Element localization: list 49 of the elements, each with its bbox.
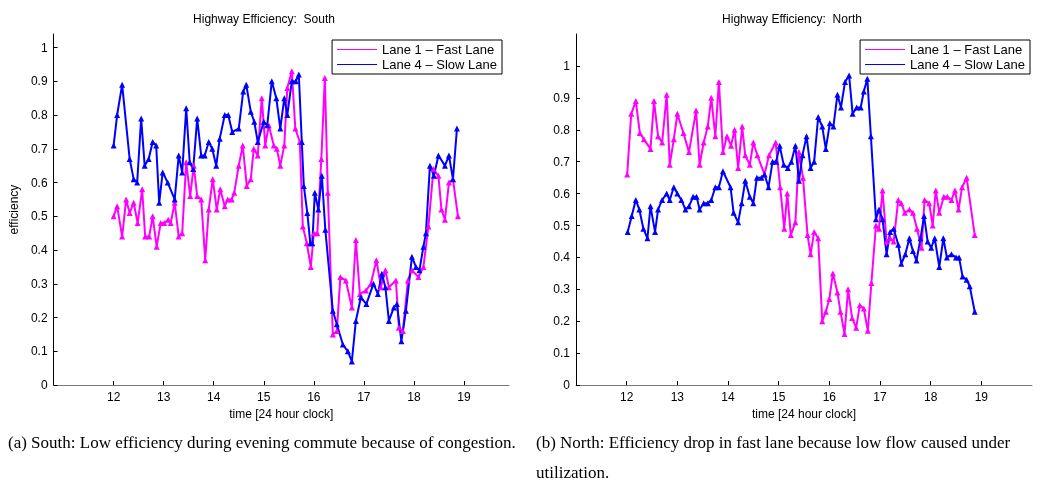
x-tick-label: 19 (457, 390, 471, 405)
x-tick-label: 15 (771, 390, 786, 405)
y-tick-label: 0.9 (553, 90, 571, 105)
y-tick-label: 1 (40, 40, 48, 55)
x-tick-label: 19 (974, 390, 989, 405)
y-tick-label: 0.2 (553, 314, 571, 329)
y-tick-label: 0.8 (553, 122, 571, 137)
y-tick-label: 0 (563, 378, 571, 393)
y-tick-label: 0.5 (30, 209, 48, 224)
y-tick-label: 0.2 (30, 310, 48, 325)
y-tick-label: 0.6 (30, 175, 48, 190)
x-tick-label: 13 (670, 390, 685, 405)
legend-label: Lane 4 – Slow Lane (382, 57, 498, 72)
y-tick-label: 0.4 (553, 250, 571, 265)
x-tick-label: 17 (873, 390, 887, 405)
chart-title: Highway Efficiency: North (722, 12, 862, 26)
y-tick-label: 0.7 (30, 141, 48, 156)
x-tick-label: 18 (407, 390, 421, 405)
y-tick-label: 0.1 (553, 346, 571, 361)
x-tick-label: 15 (257, 390, 271, 405)
y-tick-label: 0.5 (553, 218, 571, 233)
x-tick-label: 12 (106, 390, 121, 405)
x-tick-label: 18 (923, 390, 938, 405)
x-tick-label: 17 (357, 390, 371, 405)
y-tick-label: 0.6 (553, 186, 571, 201)
y-tick-label: 0.7 (553, 154, 571, 169)
text: (a) South: Low efficiency during evening commute because of congestion. (8, 432, 517, 454)
x-axis-title: time [24 hour clock] (751, 407, 857, 421)
x-tick-label: 14 (721, 390, 735, 405)
y-tick-label: 0.4 (30, 243, 48, 258)
y-tick-label: 0.3 (553, 282, 571, 297)
legend-label: Lane 1 – Fast Lane (910, 42, 1023, 57)
y-tick-label: 1 (563, 58, 571, 73)
legend-label: Lane 4 – Slow Lane (910, 57, 1026, 72)
y-tick-label: 0.8 (30, 108, 48, 123)
legend-label: Lane 1 – Fast Lane (382, 42, 495, 57)
chart-title: Highway Efficiency: South (193, 12, 335, 26)
x-tick-label: 16 (822, 390, 837, 405)
y-axis-title: efficiency (7, 184, 21, 235)
text: (b) North: Efficiency drop in fast lane because low flow caused under utilization. (536, 432, 1012, 484)
x-axis-title: time [24 hour clock] (229, 407, 334, 421)
x-tick-label: 12 (619, 390, 634, 405)
y-tick-label: 0.9 (30, 74, 48, 89)
x-tick-label: 13 (157, 390, 171, 405)
y-tick-label: 0 (40, 378, 48, 393)
x-tick-label: 16 (307, 390, 321, 405)
y-tick-label: 0.1 (30, 344, 48, 359)
y-tick-label: 0.3 (30, 276, 48, 291)
x-tick-label: 14 (207, 390, 221, 405)
